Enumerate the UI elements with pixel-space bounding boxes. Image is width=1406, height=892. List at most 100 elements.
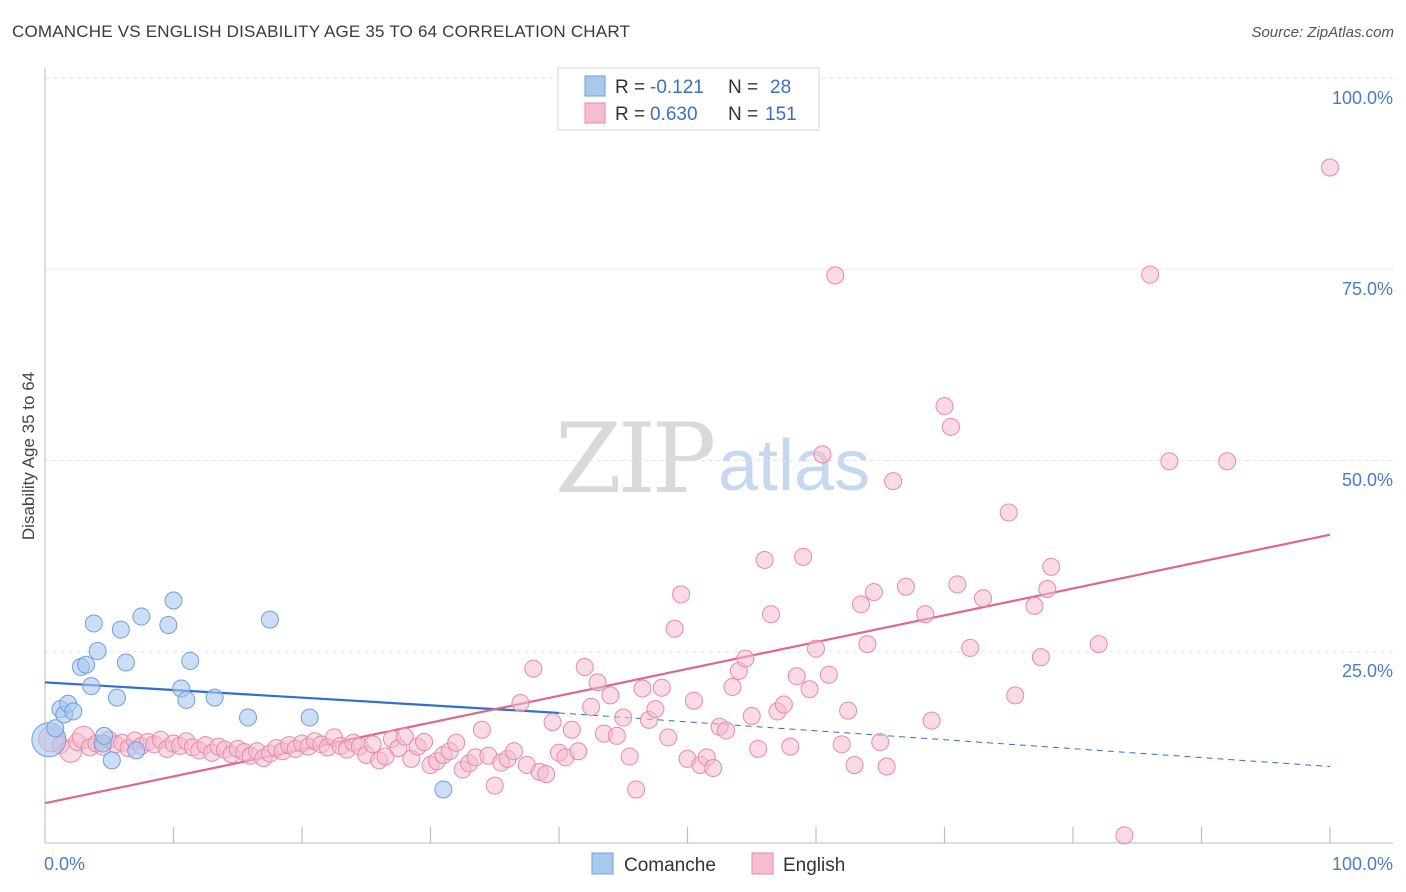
english-point	[851, 595, 870, 614]
english-point	[646, 700, 665, 719]
english-point	[999, 503, 1018, 522]
english-point	[376, 747, 395, 766]
legend-r-label: R =	[615, 77, 645, 98]
english-point	[884, 472, 903, 491]
comanche-point	[102, 751, 121, 770]
english-point	[826, 266, 845, 285]
grid-lines	[45, 77, 1393, 653]
x-tick-label-max: 100.0%	[1332, 854, 1393, 874]
english-point	[819, 665, 838, 684]
comanche-point	[107, 688, 126, 707]
comanche-point	[205, 688, 224, 707]
axes	[44, 68, 1393, 844]
y-tick-label: 100.0%	[1332, 88, 1393, 108]
english-point	[620, 747, 639, 766]
english-point	[472, 720, 491, 739]
english-point	[1042, 557, 1061, 576]
comanche-point	[239, 708, 258, 727]
comanche-point	[88, 641, 107, 660]
bottom-legend-swatch-english	[751, 852, 774, 875]
comanche-point	[260, 610, 279, 629]
english-point	[704, 759, 723, 778]
english-point	[794, 547, 813, 566]
english-point	[1141, 265, 1160, 284]
english-point	[877, 757, 896, 776]
legend-r-label: R =	[615, 104, 645, 125]
english-point	[575, 658, 594, 677]
english-point	[723, 677, 742, 696]
english-point	[665, 619, 684, 638]
english-point	[717, 721, 736, 740]
english-point	[582, 697, 601, 716]
english-point	[742, 707, 761, 726]
english-point	[511, 694, 530, 713]
legend-swatch-comanche	[584, 75, 606, 97]
y-tick-label: 50.0%	[1342, 470, 1393, 490]
english-point	[543, 713, 562, 732]
y-tick-label: 75.0%	[1342, 279, 1393, 299]
english-point	[524, 659, 543, 678]
english-point	[1321, 158, 1339, 177]
english-point	[935, 397, 954, 416]
english-point	[684, 691, 703, 710]
legend-swatch-english	[584, 102, 606, 124]
english-point	[633, 679, 652, 698]
english-point	[922, 711, 941, 730]
bottom-legend-label-english: English	[783, 855, 845, 876]
english-point	[672, 585, 691, 604]
english-point	[614, 708, 633, 727]
y-axis-label: Disability Age 35 to 64	[19, 372, 38, 540]
english-point	[505, 742, 524, 761]
bottom-legend: Comanche English	[591, 852, 845, 876]
english-point	[787, 667, 806, 686]
comanche-point	[77, 655, 96, 674]
comanche-point	[111, 620, 130, 639]
english-point	[896, 577, 915, 596]
comanche-trend-line	[44, 681, 560, 715]
english-point	[652, 678, 671, 697]
legend-n-value: 151	[765, 104, 797, 125]
legend-r-value: 0.630	[650, 104, 698, 125]
english-point	[1006, 686, 1025, 705]
english-point	[1160, 452, 1179, 471]
english-point	[974, 589, 993, 608]
english-point	[858, 635, 877, 654]
english-point	[363, 735, 382, 754]
english-point	[659, 728, 678, 747]
comanche-point	[181, 651, 200, 670]
english-point	[839, 701, 858, 720]
legend-r-value: -0.121	[650, 77, 704, 98]
y-tick-labels: 100.0% 75.0% 50.0% 25.0%	[1332, 88, 1393, 681]
english-point	[1218, 452, 1237, 471]
comanche-trend-line-extension	[558, 712, 1331, 767]
english-point	[395, 727, 414, 746]
english-point	[941, 417, 960, 436]
english-point	[1038, 580, 1057, 599]
english-point	[916, 605, 935, 624]
comanche-point	[132, 607, 151, 626]
bottom-legend-label-comanche: Comanche	[624, 855, 716, 876]
english-point	[485, 776, 504, 795]
english-point	[1025, 596, 1044, 615]
comanche-point	[159, 615, 178, 634]
english-point	[1089, 635, 1108, 654]
english-point	[781, 737, 800, 756]
x-tick-label-min: 0.0%	[44, 854, 85, 874]
legend: R = -0.121 N = 28 R = 0.630 N = 151	[557, 67, 820, 131]
y-tick-label: 25.0%	[1342, 661, 1393, 681]
source-credit: Source: ZipAtlas.com	[1251, 24, 1394, 41]
comanche-points	[31, 591, 453, 799]
comanche-point	[46, 719, 65, 738]
watermark-zip: ZIP	[555, 403, 714, 515]
legend-n-label: N =	[728, 77, 758, 98]
english-point	[755, 550, 774, 569]
comanche-point	[434, 780, 453, 799]
english-point	[749, 739, 768, 758]
english-point	[447, 733, 466, 752]
english-point	[948, 575, 967, 594]
comanche-point	[300, 708, 319, 727]
english-point	[774, 695, 793, 714]
english-point	[807, 639, 825, 658]
english-point	[607, 726, 626, 745]
